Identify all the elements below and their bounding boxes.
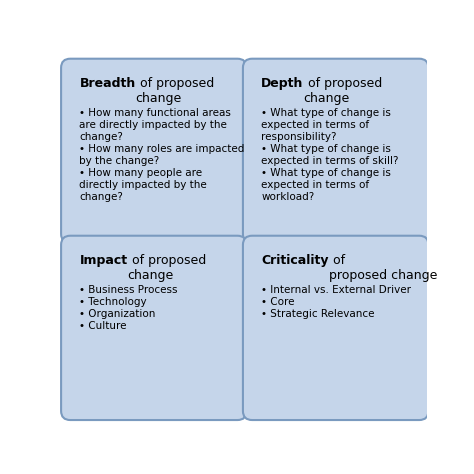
Text: • What type of change is
expected in terms of
workload?: • What type of change is expected in ter… bbox=[261, 168, 391, 202]
Text: • How many people are
directly impacted by the
change?: • How many people are directly impacted … bbox=[80, 168, 207, 202]
Text: • Organization: • Organization bbox=[80, 309, 156, 319]
Text: Breadth: Breadth bbox=[80, 77, 136, 90]
Text: Impact: Impact bbox=[80, 254, 128, 267]
Text: of proposed
change: of proposed change bbox=[136, 77, 214, 105]
Text: Criticality: Criticality bbox=[261, 254, 329, 267]
Text: • Internal vs. External Driver: • Internal vs. External Driver bbox=[261, 285, 411, 295]
Polygon shape bbox=[74, 72, 412, 407]
Text: • What type of change is
expected in terms of
responsibility?: • What type of change is expected in ter… bbox=[261, 108, 391, 142]
FancyBboxPatch shape bbox=[243, 59, 428, 243]
Text: • How many roles are impacted
by the change?: • How many roles are impacted by the cha… bbox=[80, 144, 245, 166]
FancyBboxPatch shape bbox=[243, 236, 428, 420]
FancyBboxPatch shape bbox=[61, 59, 246, 243]
Text: • Technology: • Technology bbox=[80, 297, 147, 307]
Text: • What type of change is
expected in terms of skill?: • What type of change is expected in ter… bbox=[261, 144, 399, 166]
Text: Depth: Depth bbox=[261, 77, 304, 90]
FancyBboxPatch shape bbox=[61, 236, 246, 420]
Text: • Core: • Core bbox=[261, 297, 295, 307]
Text: of proposed
change: of proposed change bbox=[304, 77, 382, 105]
Text: • Strategic Relevance: • Strategic Relevance bbox=[261, 309, 375, 319]
Text: • Culture: • Culture bbox=[80, 321, 127, 331]
Text: • Business Process: • Business Process bbox=[80, 285, 178, 295]
Text: of
proposed change: of proposed change bbox=[329, 254, 437, 282]
Text: of proposed
change: of proposed change bbox=[128, 254, 206, 282]
Text: • How many functional areas
are directly impacted by the
change?: • How many functional areas are directly… bbox=[80, 108, 231, 142]
